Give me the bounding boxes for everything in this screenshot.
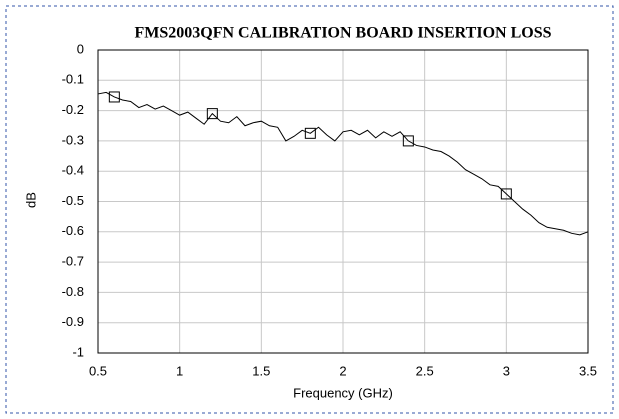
y-tick-label: -0.5 xyxy=(62,193,84,208)
x-axis-label: Frequency (GHz) xyxy=(293,385,393,400)
y-tick-label: 0 xyxy=(77,41,84,56)
x-tick-label: 1 xyxy=(176,363,183,378)
x-tick-label: 0.5 xyxy=(89,363,107,378)
plot-area xyxy=(97,49,589,354)
marker xyxy=(108,91,120,103)
x-tick-label: 3.5 xyxy=(579,363,597,378)
x-tick-label: 3 xyxy=(503,363,510,378)
marker xyxy=(500,188,512,200)
x-tick-label: 1.5 xyxy=(252,363,270,378)
y-tick-label: -0.3 xyxy=(62,132,84,147)
y-tick-label: -0.7 xyxy=(62,254,84,269)
x-tick-label: 2.5 xyxy=(416,363,434,378)
y-tick-label: -0.2 xyxy=(62,102,84,117)
y-tick-label: -0.4 xyxy=(62,163,84,178)
chart-title: FMS2003QFN CALIBRATION BOARD INSERTION L… xyxy=(135,25,552,42)
y-tick-label: -0.6 xyxy=(62,223,84,238)
marker xyxy=(206,108,218,120)
frame xyxy=(5,5,614,414)
y-tick-label: -0.9 xyxy=(62,314,84,329)
y-tick-label: -0.1 xyxy=(62,72,84,87)
y-tick-label: -1 xyxy=(72,344,84,359)
y-tick-label: -0.8 xyxy=(62,284,84,299)
y-axis-label: dB xyxy=(23,192,38,208)
marker xyxy=(304,127,316,139)
x-tick-label: 2 xyxy=(339,363,346,378)
marker xyxy=(402,135,414,147)
data-line xyxy=(97,91,589,236)
